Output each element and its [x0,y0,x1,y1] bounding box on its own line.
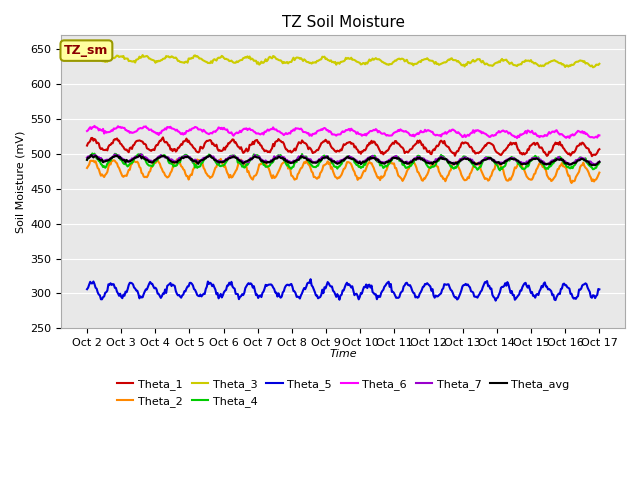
Line: Theta_1: Theta_1 [87,137,600,156]
Theta_2 [217,156,225,162]
Theta_3 [88,51,96,57]
Theta_4 [83,157,91,163]
Theta_1 [461,140,468,145]
Theta_5 [596,287,604,292]
Theta_7 [138,151,145,157]
Theta_2 [83,165,91,171]
Theta_7 [550,158,557,164]
Theta_2 [568,180,575,186]
Y-axis label: Soil Moisture (mV): Soil Moisture (mV) [15,131,25,233]
Theta_2 [550,176,557,182]
Theta_2 [244,169,252,175]
Theta_1 [588,153,596,159]
Theta_avg [461,156,468,161]
Line: Theta_4: Theta_4 [87,154,600,170]
Theta_7 [83,155,91,160]
Line: Theta_6: Theta_6 [87,126,600,138]
Theta_5 [83,286,91,292]
Line: Theta_avg: Theta_avg [87,155,600,165]
Theta_3 [461,63,468,69]
Theta_1 [83,143,91,148]
Line: Theta_7: Theta_7 [87,154,600,165]
Theta_5 [371,291,379,297]
Theta_avg [371,155,379,161]
Theta_1 [300,140,308,146]
Theta_1 [244,148,252,154]
Theta_6 [550,129,558,135]
Theta_5 [307,276,314,282]
Theta_3 [371,56,379,62]
Theta_1 [371,139,379,145]
Theta_6 [91,123,99,129]
Theta_6 [244,127,252,133]
Theta_avg [596,159,604,165]
Theta_4 [596,160,604,166]
Theta_avg [550,158,557,164]
Theta_3 [244,53,252,59]
Theta_avg [83,157,91,163]
Theta_avg [244,158,252,164]
Theta_4 [88,151,96,156]
Theta_7 [244,159,252,165]
Theta_avg [88,152,95,158]
Theta_4 [244,162,252,168]
Theta_2 [461,177,468,183]
Theta_3 [83,56,91,62]
Theta_6 [83,128,91,134]
Theta_1 [159,134,167,140]
Theta_6 [396,128,403,134]
Theta_2 [396,174,403,180]
Theta_7 [590,162,598,168]
Legend: Theta_1, Theta_2, Theta_3, Theta_4, Theta_5, Theta_6, Theta_7, Theta_avg: Theta_1, Theta_2, Theta_3, Theta_4, Thet… [113,375,574,411]
Theta_5 [550,297,558,302]
Theta_4 [371,153,379,158]
Theta_5 [461,282,468,288]
Theta_4 [300,155,308,161]
Theta_1 [550,143,557,149]
Text: TZ_sm: TZ_sm [64,44,109,57]
Theta_3 [589,64,597,70]
Theta_avg [300,155,308,161]
Line: Theta_3: Theta_3 [87,54,600,67]
Theta_1 [396,142,403,147]
Theta_2 [300,159,308,165]
Theta_avg [591,162,599,168]
Title: TZ Soil Moisture: TZ Soil Moisture [282,15,404,30]
Theta_5 [243,283,250,289]
Theta_7 [371,156,379,161]
Theta_7 [596,159,604,165]
Theta_3 [300,57,308,62]
Line: Theta_5: Theta_5 [87,279,600,300]
Theta_6 [300,129,308,135]
Theta_1 [596,146,604,152]
Theta_4 [396,158,403,164]
Theta_3 [596,61,604,67]
Theta_7 [300,154,308,159]
Theta_6 [371,127,379,133]
Theta_7 [461,155,468,160]
Theta_4 [496,168,504,173]
Line: Theta_2: Theta_2 [87,159,600,183]
Theta_5 [300,288,307,293]
Theta_3 [550,58,557,63]
Theta_avg [396,156,403,162]
Theta_3 [396,56,403,61]
Theta_2 [596,170,604,176]
Theta_6 [513,135,521,141]
Theta_7 [396,156,403,161]
X-axis label: Time: Time [330,349,357,360]
Theta_5 [492,298,499,303]
Theta_6 [461,132,468,138]
Theta_6 [596,132,604,138]
Theta_2 [371,168,379,174]
Theta_4 [461,154,468,159]
Theta_4 [550,158,558,164]
Theta_5 [396,294,403,300]
